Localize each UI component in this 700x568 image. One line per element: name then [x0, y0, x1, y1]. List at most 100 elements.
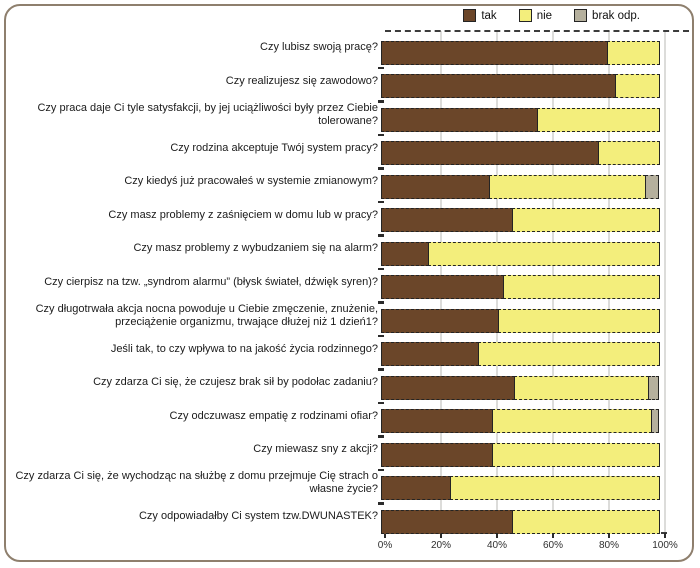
bar-segment-nie	[536, 107, 660, 132]
question-label: Czy długotrwała akcja nocna powoduje u C…	[35, 302, 378, 328]
bar-segment-nie	[489, 174, 646, 199]
x-tick-label: 20%	[430, 540, 451, 551]
x-tick-label: 60%	[542, 540, 563, 551]
bar-track	[381, 107, 661, 132]
bar-segment-brak-odp	[650, 409, 659, 433]
question-label: Czy kiedyś już pracowałeś w systemie zmi…	[124, 175, 378, 188]
bar-row: Czy realizujesz się zawodowo?	[0, 65, 690, 98]
bar-segment-nie	[450, 476, 660, 500]
y-axis-tick	[378, 234, 384, 237]
bar-segment-nie	[606, 40, 660, 65]
bar-row: Czy cierpisz na tzw. „syndrom alarmu” (b…	[0, 266, 690, 299]
question-label: Czy odpowiadałby Ci system tzw.DWUNASTEK…	[138, 510, 378, 523]
question-label: Czy odczuwasz empatię z rodzinami ofiar?	[169, 409, 378, 422]
bar-row: Czy zdarza Ci się, że czujesz brak sił b…	[0, 366, 690, 400]
legend-item: brak odp.	[574, 9, 640, 22]
bar-segment-tak	[381, 509, 513, 534]
bar-track	[381, 409, 661, 433]
bar-track	[381, 442, 661, 467]
legend-swatch-nie	[518, 9, 532, 22]
x-axis-tick	[440, 533, 442, 538]
question-label: Jeśli tak, to czy wpływa to na jakość ży…	[110, 342, 378, 355]
bar-track	[381, 308, 661, 333]
bar-track	[381, 509, 661, 534]
question-label: Czy lubisz swoją pracę?	[260, 41, 378, 54]
bar-row: Czy odpowiadałby Ci system tzw.DWUNASTEK…	[0, 500, 690, 534]
bar-row: Czy długotrwała akcja nocna powoduje u C…	[0, 299, 690, 333]
y-axis-tick	[378, 133, 384, 136]
legend-swatch-tak	[463, 9, 477, 22]
bar-row: Czy lubisz swoją pracę?	[0, 31, 690, 65]
bar-track	[381, 141, 661, 165]
legend: tak nie brak odp.	[463, 9, 640, 22]
legend-label: tak	[481, 9, 497, 22]
x-axis-tick	[664, 533, 666, 538]
bar-track	[381, 241, 661, 266]
bar-segment-tak	[381, 308, 499, 333]
bar-row: Czy masz problemy z wybudzaniem się na a…	[0, 232, 690, 266]
bar-track	[381, 476, 661, 500]
gridline	[664, 31, 666, 533]
question-label: Czy masz problemy z wybudzaniem się na a…	[133, 242, 378, 255]
bar-segment-nie	[511, 208, 660, 232]
bar-row: Czy praca daje Ci tyle satysfakcji, by j…	[0, 98, 690, 132]
bar-segment-tak	[381, 241, 429, 266]
legend-swatch-brak-odp	[574, 9, 588, 22]
bar-row: Czy kiedyś już pracowałeś w systemie zmi…	[0, 165, 690, 199]
bar-segment-nie	[492, 442, 660, 467]
bar-row: Czy masz problemy z zaśnięciem w domu lu…	[0, 199, 690, 232]
y-axis-tick	[378, 66, 384, 69]
bar-segment-nie	[478, 342, 660, 366]
y-axis-tick	[378, 502, 384, 505]
y-axis-tick	[378, 167, 384, 170]
x-axis-tick	[552, 533, 554, 538]
y-axis-tick	[378, 334, 384, 337]
bar-row: Jeśli tak, to czy wpływa to na jakość ży…	[0, 333, 690, 366]
bar-segment-tak	[381, 208, 513, 232]
bar-segment-tak	[381, 275, 505, 299]
bar-track	[381, 74, 661, 98]
bar-segment-nie	[497, 308, 660, 333]
x-tick-label: 40%	[486, 540, 507, 551]
plot-top-dashed-border	[385, 30, 689, 32]
legend-label: nie	[536, 9, 553, 22]
y-axis-tick	[378, 267, 384, 270]
question-label: Czy zdarza Ci się, że czujesz brak sił b…	[93, 376, 378, 389]
bar-segment-nie	[503, 275, 660, 299]
question-label: Czy rodzina akceptuje Twój system pracy?	[170, 141, 378, 154]
bar-track	[381, 342, 661, 366]
question-label: Czy realizujesz się zawodowo?	[225, 74, 378, 87]
bar-track	[381, 375, 661, 400]
question-label: Czy praca daje Ci tyle satysfakcji, by j…	[37, 101, 378, 127]
legend-item: tak	[463, 9, 497, 22]
y-axis-tick	[378, 368, 384, 371]
x-axis-tick	[608, 533, 610, 538]
question-label: Czy cierpisz na tzw. „syndrom alarmu” (b…	[44, 275, 378, 288]
bar-segment-brak-odp	[644, 174, 659, 199]
bar-track	[381, 40, 661, 65]
x-tick-label: 100%	[652, 540, 678, 551]
bar-track	[381, 275, 661, 299]
x-axis-tick	[496, 533, 498, 538]
bar-segment-nie	[427, 241, 660, 266]
legend-item: nie	[518, 9, 553, 22]
bar-row: Czy zdarza Ci się, że wychodząc na służb…	[0, 467, 690, 500]
x-axis-tick	[384, 533, 386, 538]
bar-track	[381, 208, 661, 232]
y-axis-tick	[378, 200, 384, 203]
y-axis-tick	[378, 468, 384, 471]
bar-chart: Czy lubisz swoją pracę? Czy realizujesz s…	[0, 31, 690, 534]
bar-segment-tak	[381, 375, 516, 400]
bar-segment-tak	[381, 40, 608, 65]
bar-segment-tak	[381, 442, 493, 467]
bar-segment-nie	[511, 509, 660, 534]
bar-segment-tak	[381, 107, 538, 132]
question-label: Czy masz problemy z zaśnięciem w domu lu…	[108, 208, 378, 221]
bar-segment-tak	[381, 141, 600, 165]
bar-row: Czy miewasz sny z akcji?	[0, 433, 690, 467]
bar-segment-nie	[492, 409, 652, 433]
bar-segment-tak	[381, 409, 493, 433]
y-axis-tick	[378, 401, 384, 404]
y-axis-tick	[378, 100, 384, 103]
x-tick-label: 0%	[377, 540, 393, 551]
